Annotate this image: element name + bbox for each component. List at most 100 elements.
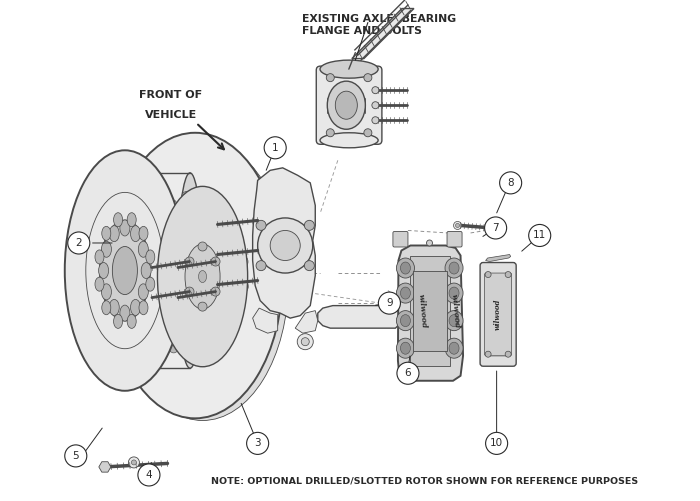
Ellipse shape — [139, 301, 148, 315]
Ellipse shape — [207, 315, 216, 332]
Ellipse shape — [158, 241, 173, 255]
Circle shape — [379, 292, 400, 314]
Ellipse shape — [158, 186, 248, 367]
Circle shape — [500, 172, 522, 194]
Ellipse shape — [449, 315, 459, 327]
Ellipse shape — [225, 325, 235, 337]
Polygon shape — [410, 256, 449, 366]
Ellipse shape — [107, 133, 283, 418]
Circle shape — [484, 217, 507, 239]
Ellipse shape — [99, 263, 108, 279]
Ellipse shape — [211, 198, 221, 210]
Text: wilwood: wilwood — [417, 293, 428, 328]
Ellipse shape — [328, 81, 365, 129]
Circle shape — [454, 221, 461, 229]
Text: FLANGE AND BOLTS: FLANGE AND BOLTS — [302, 26, 422, 36]
Ellipse shape — [146, 235, 156, 247]
Ellipse shape — [178, 173, 202, 368]
Ellipse shape — [320, 60, 378, 78]
Text: 6: 6 — [405, 368, 412, 378]
Polygon shape — [253, 308, 278, 333]
Circle shape — [256, 261, 266, 271]
Circle shape — [485, 272, 491, 278]
Ellipse shape — [214, 221, 223, 232]
Text: 3: 3 — [254, 438, 261, 448]
Ellipse shape — [117, 141, 288, 420]
Bar — [413, 271, 447, 351]
Circle shape — [246, 432, 269, 454]
Ellipse shape — [155, 214, 165, 226]
Text: VEHICLE: VEHICLE — [145, 110, 197, 120]
FancyBboxPatch shape — [316, 66, 382, 144]
Ellipse shape — [238, 281, 248, 293]
Circle shape — [68, 232, 90, 254]
Ellipse shape — [158, 238, 167, 249]
Circle shape — [397, 362, 419, 384]
Text: NOTE: OPTIONAL DRILLED/SLOTTED ROTOR SHOWN FOR REFERENCE PURPOSES: NOTE: OPTIONAL DRILLED/SLOTTED ROTOR SHO… — [211, 477, 638, 486]
Ellipse shape — [234, 304, 244, 316]
Polygon shape — [352, 9, 414, 59]
Ellipse shape — [185, 244, 220, 309]
Circle shape — [426, 240, 433, 246]
Ellipse shape — [142, 259, 152, 271]
Circle shape — [372, 102, 379, 109]
Ellipse shape — [102, 241, 111, 258]
Ellipse shape — [396, 283, 414, 303]
Circle shape — [372, 117, 379, 124]
Ellipse shape — [169, 341, 178, 353]
Circle shape — [258, 218, 313, 273]
Ellipse shape — [445, 338, 463, 358]
Circle shape — [128, 457, 139, 468]
Ellipse shape — [153, 263, 162, 274]
Circle shape — [198, 242, 207, 251]
Ellipse shape — [199, 271, 206, 283]
Ellipse shape — [191, 211, 199, 229]
Circle shape — [211, 257, 220, 266]
Ellipse shape — [102, 284, 111, 300]
Ellipse shape — [130, 225, 141, 241]
Ellipse shape — [146, 250, 155, 264]
Ellipse shape — [396, 258, 414, 278]
Ellipse shape — [65, 150, 185, 391]
Polygon shape — [486, 255, 511, 262]
Ellipse shape — [238, 256, 248, 268]
Circle shape — [456, 223, 460, 227]
Circle shape — [298, 334, 314, 350]
Ellipse shape — [147, 307, 157, 319]
Ellipse shape — [127, 314, 136, 328]
Ellipse shape — [109, 225, 119, 241]
Ellipse shape — [233, 232, 243, 244]
Circle shape — [486, 432, 508, 454]
Text: 2: 2 — [76, 238, 82, 248]
Ellipse shape — [157, 299, 174, 308]
Circle shape — [372, 87, 379, 94]
Ellipse shape — [218, 312, 228, 323]
Ellipse shape — [167, 199, 177, 211]
Ellipse shape — [113, 314, 122, 328]
Polygon shape — [398, 245, 463, 381]
Ellipse shape — [228, 265, 237, 276]
Ellipse shape — [206, 220, 218, 235]
Ellipse shape — [154, 288, 163, 299]
Circle shape — [326, 129, 335, 137]
Text: 11: 11 — [533, 230, 546, 240]
Ellipse shape — [220, 272, 238, 280]
Ellipse shape — [141, 263, 151, 279]
Polygon shape — [253, 168, 315, 318]
Circle shape — [138, 464, 160, 486]
Circle shape — [198, 302, 207, 311]
Ellipse shape — [139, 284, 148, 300]
Text: 5: 5 — [73, 451, 79, 461]
Ellipse shape — [172, 316, 184, 331]
Circle shape — [132, 460, 136, 465]
Ellipse shape — [102, 301, 111, 315]
FancyBboxPatch shape — [480, 263, 516, 366]
Ellipse shape — [142, 284, 152, 296]
Ellipse shape — [100, 223, 150, 318]
Circle shape — [65, 445, 87, 467]
Ellipse shape — [400, 315, 410, 327]
Ellipse shape — [139, 226, 148, 240]
Circle shape — [505, 351, 511, 357]
Circle shape — [256, 220, 266, 230]
Text: 4: 4 — [146, 470, 152, 480]
